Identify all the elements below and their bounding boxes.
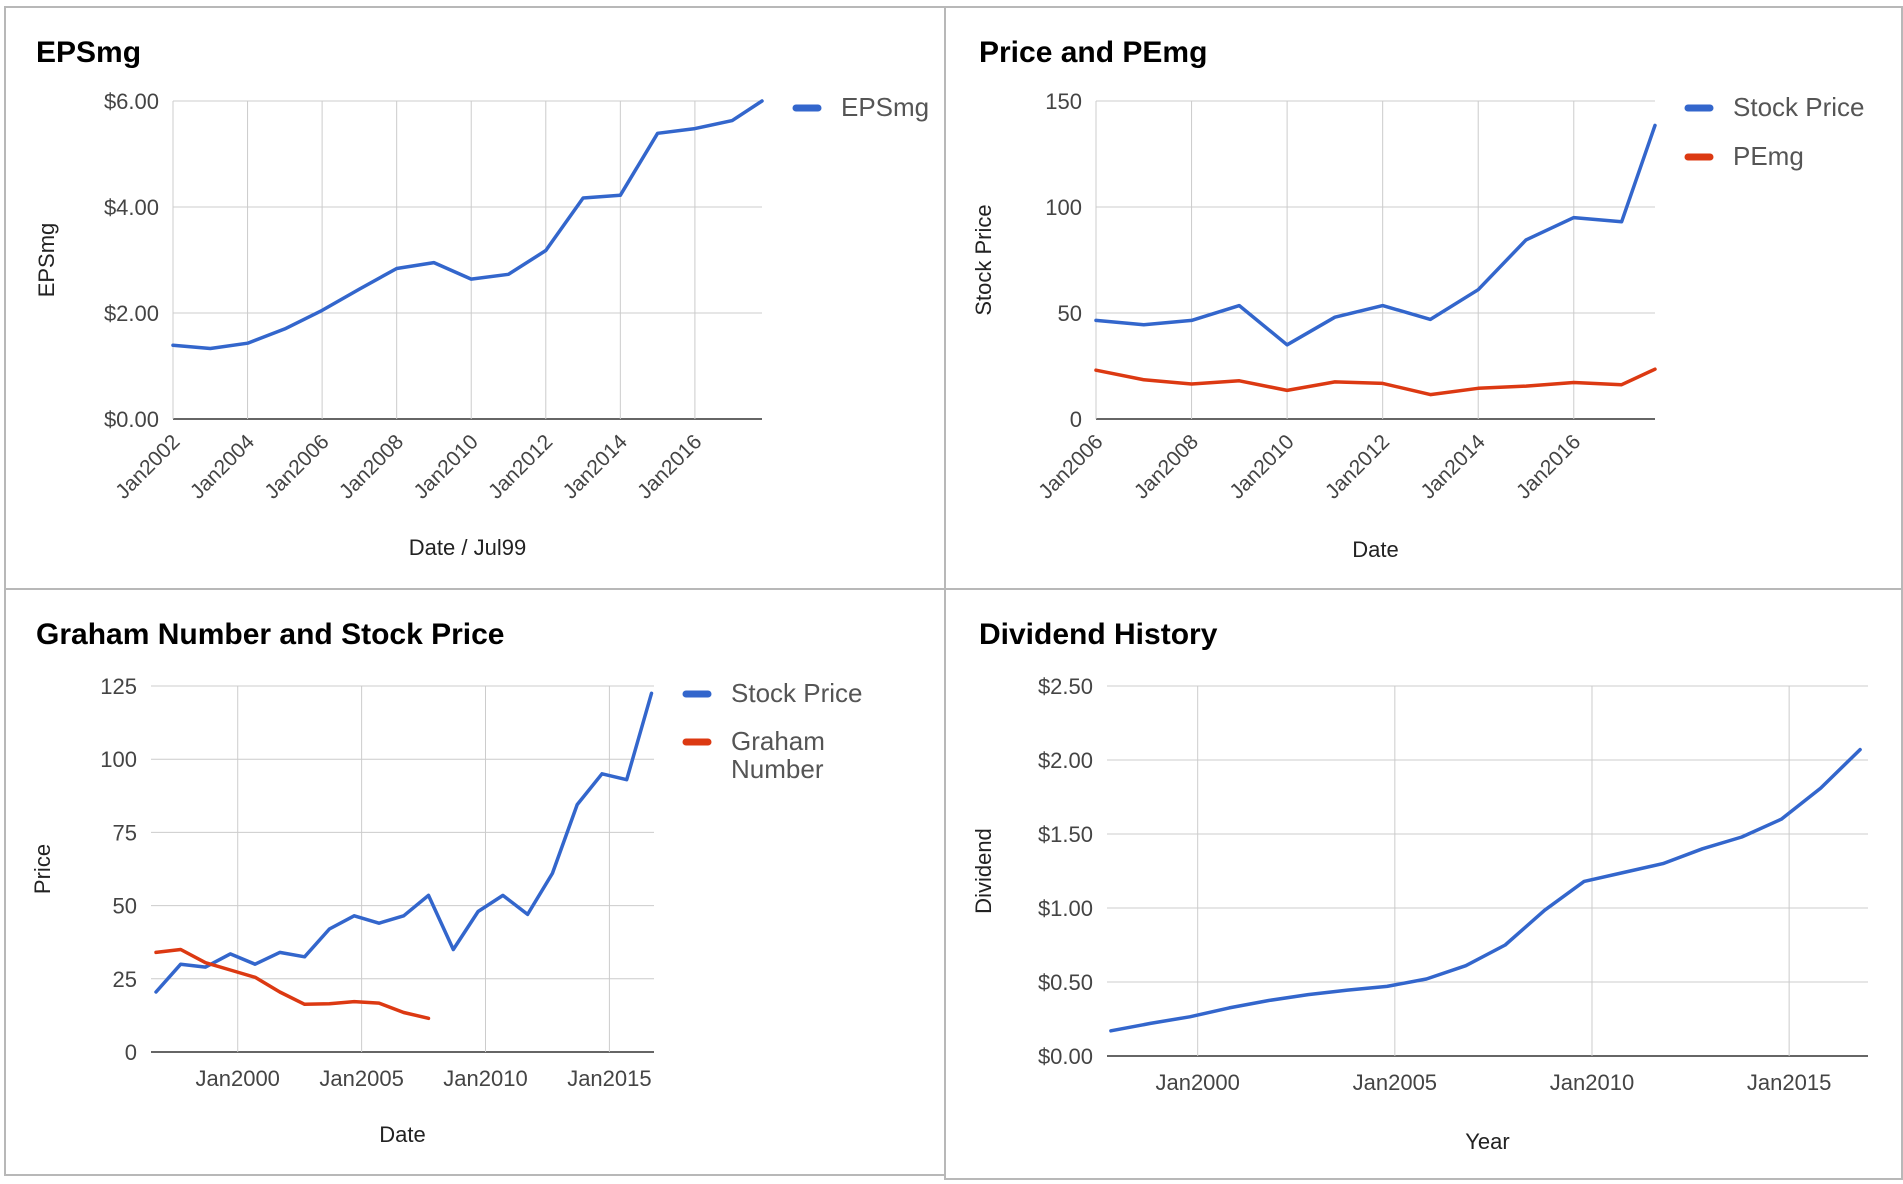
x-tick-label: Jan2002 — [111, 430, 184, 503]
y-axis-title: Dividend — [971, 828, 996, 914]
x-tick-label: Jan2012 — [1321, 430, 1394, 503]
y-tick-label: 75 — [113, 820, 137, 845]
x-tick-label: Jan2006 — [1034, 430, 1107, 503]
chart-dividend: $0.00 $0.50 $1.00 $1.50 $2.00 $2.50 Jan2000 Jan… — [971, 674, 1868, 1154]
y-tick-label: 100 — [1045, 195, 1082, 220]
x-tick-label: Jan2000 — [1155, 1070, 1239, 1095]
x-tick-label: Jan2004 — [186, 430, 259, 503]
y-tick-label: $1.00 — [1038, 896, 1093, 921]
x-axis-title: Date — [1352, 537, 1398, 562]
x-tick-label: Jan2010 — [410, 430, 483, 503]
legend-label-stock-price: Stock Price — [731, 678, 863, 708]
series-line-graham-number — [154, 947, 431, 1021]
series-line-dividend — [1109, 747, 1862, 1033]
y-axis-title: Stock Price — [971, 204, 996, 315]
x-tick-label: Jan2012 — [484, 430, 557, 503]
legend-label-graham-number: Graham Number — [731, 726, 825, 784]
x-tick-label: Jan2005 — [1353, 1070, 1437, 1095]
y-tick-label: 125 — [100, 674, 137, 699]
x-tick-label: Jan2008 — [335, 430, 408, 503]
y-tick-label: $1.50 — [1038, 822, 1093, 847]
y-tick-label: $0.00 — [1038, 1044, 1093, 1069]
legend-label-epsmg: EPSmg — [841, 92, 929, 122]
x-axis-title: Date / Jul99 — [409, 535, 526, 560]
x-axis-title: Year — [1465, 1129, 1509, 1154]
series-line-epsmg — [171, 99, 764, 351]
y-tick-label: $6.00 — [104, 89, 159, 114]
y-tick-label: $0.00 — [104, 407, 159, 432]
chart-price-pemg: 0 50 100 150 Jan2006 Jan2008 Jan2010 Jan2012 Jan… — [971, 89, 1865, 562]
y-tick-label: $0.50 — [1038, 970, 1093, 995]
y-tick-label: 0 — [125, 1040, 137, 1065]
x-tick-label: Jan2000 — [196, 1066, 280, 1091]
x-tick-label: Jan2014 — [1417, 430, 1490, 503]
legend-label-stock-price: Stock Price — [1733, 92, 1865, 122]
x-tick-label: Jan2008 — [1130, 430, 1203, 503]
chart-panel-epsmg[interactable]: EPSmg $0.00 $2.00 $4.00 $6.00 Jan2002 Jan2004… — [4, 6, 946, 590]
chart-panel-graham[interactable]: Graham Number and Stock Price 0 25 50 75 100… — [4, 588, 946, 1176]
y-tick-label: 25 — [113, 967, 137, 992]
y-tick-label: $2.50 — [1038, 674, 1093, 699]
y-axis-title: Price — [30, 844, 55, 894]
series-line-stock-price — [1094, 123, 1657, 347]
y-tick-label: 150 — [1045, 89, 1082, 114]
chart-graham: 0 25 50 75 100 125 Jan2000 Jan2005 Jan2010 Jan201… — [30, 674, 863, 1147]
chart-title: Dividend History — [979, 618, 1218, 651]
x-tick-label: Jan2016 — [633, 430, 706, 503]
y-tick-label: $4.00 — [104, 195, 159, 220]
y-tick-label: 100 — [100, 747, 137, 772]
y-tick-label: 0 — [1070, 407, 1082, 432]
y-tick-label: $2.00 — [104, 301, 159, 326]
y-tick-label: 50 — [113, 894, 137, 919]
y-tick-label: 50 — [1058, 301, 1082, 326]
chart-panel-price-pemg[interactable]: Price and PEmg 0 50 100 150 Jan2006 Jan2008 Ja… — [944, 6, 1903, 590]
series-line-pemg — [1094, 367, 1657, 397]
chart-title: Graham Number and Stock Price — [36, 618, 505, 651]
chart-title: Price and PEmg — [979, 36, 1208, 69]
x-tick-label: Jan2015 — [567, 1066, 651, 1091]
x-tick-label: Jan2010 — [1550, 1070, 1634, 1095]
chart-title: EPSmg — [36, 36, 142, 69]
x-tick-label: Jan2006 — [260, 430, 333, 503]
x-axis-title: Date — [379, 1122, 425, 1147]
x-tick-label: Jan2010 — [1225, 430, 1298, 503]
x-tick-label: Jan2015 — [1747, 1070, 1831, 1095]
y-tick-label: $2.00 — [1038, 748, 1093, 773]
x-tick-label: Jan2016 — [1512, 430, 1585, 503]
x-tick-label: Jan2014 — [559, 430, 632, 503]
y-axis-title: EPSmg — [34, 223, 59, 298]
chart-panel-dividend[interactable]: Dividend History $0.00 $0.50 $1.00 $1.50 $2.… — [944, 588, 1903, 1180]
x-tick-label: Jan2010 — [443, 1066, 527, 1091]
x-tick-label: Jan2005 — [319, 1066, 403, 1091]
legend-label-pemg: PEmg — [1733, 141, 1804, 171]
series-line-stock-price — [154, 691, 654, 994]
